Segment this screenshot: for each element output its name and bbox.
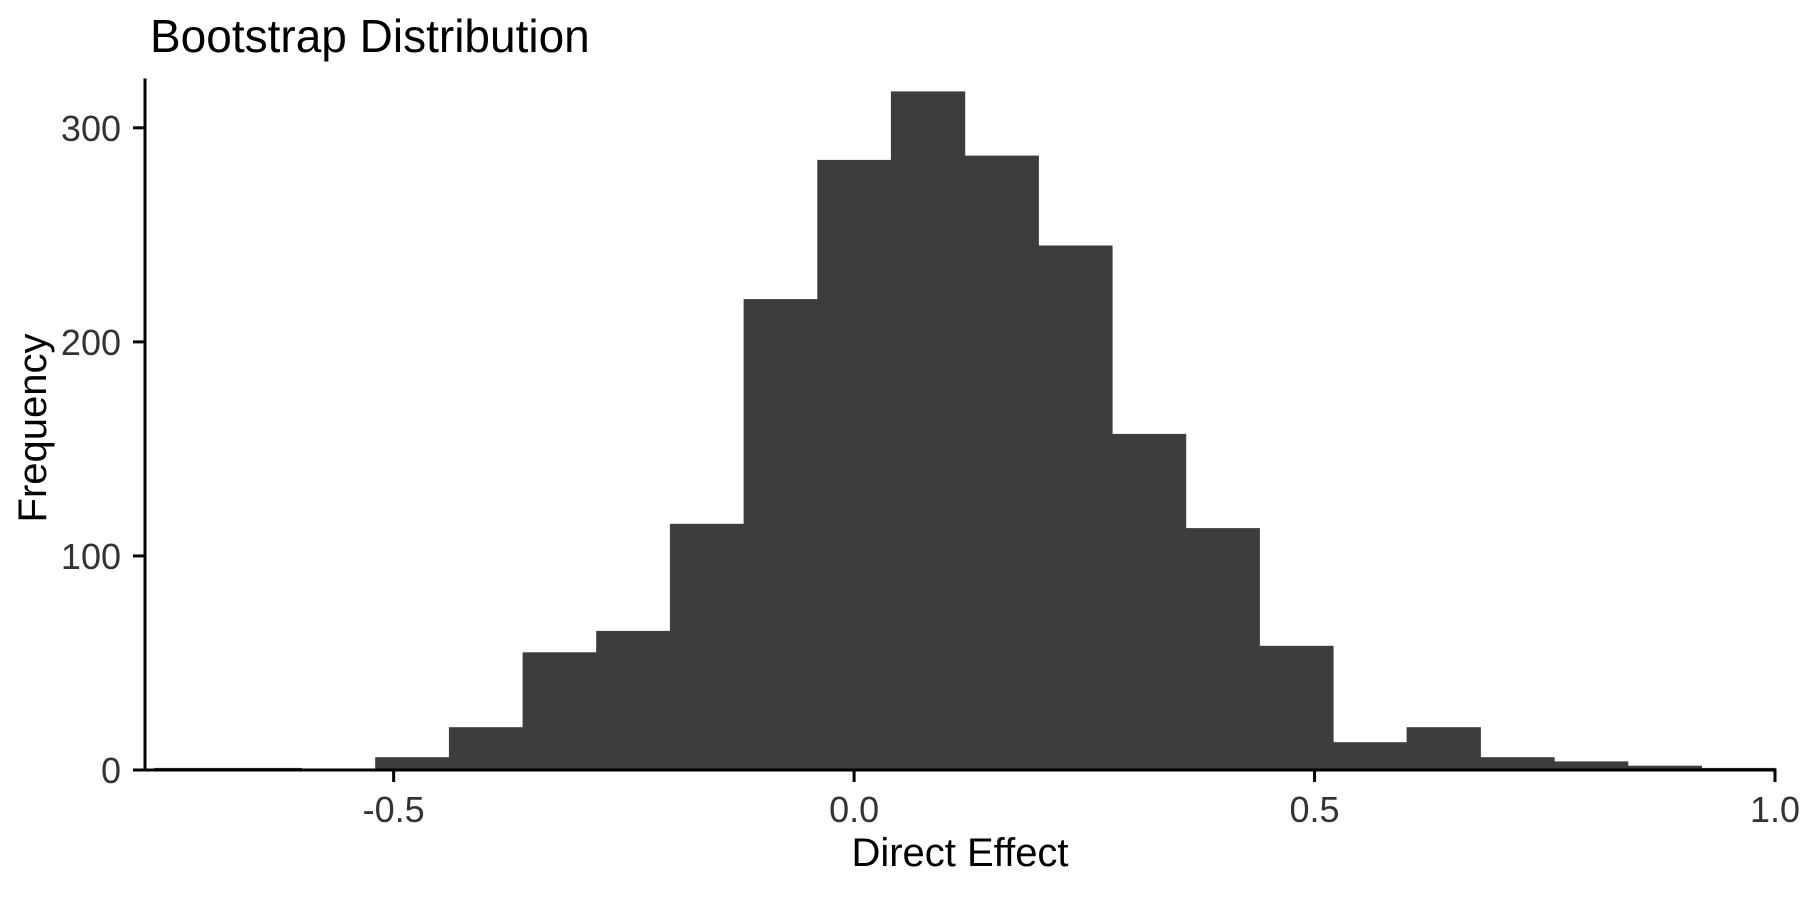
histogram-bar [1627,765,1702,770]
histogram-bar [1333,742,1408,770]
x-tick-label: 0.0 [829,789,879,830]
y-axis-label: Frequency [11,334,55,523]
y-tick-label: 200 [61,322,121,363]
chart-title: Bootstrap Distribution [150,10,590,62]
x-tick-label: -0.5 [363,789,425,830]
histogram-bar [743,299,818,770]
histogram-bar [1038,245,1113,770]
histogram-bar [817,159,892,770]
bars-group [154,91,1776,771]
histogram-bar [522,652,597,770]
histogram-bar [1480,757,1555,770]
histogram-bar [1111,433,1187,770]
axes-group: -0.5 0.0 0.5 1.0 0 100 200 300 [61,78,1800,830]
histogram-bar [669,523,745,770]
histogram-bar [1406,727,1481,770]
histogram-bar [596,630,671,770]
x-tick-label: 1.0 [1750,789,1800,830]
x-axis-label: Direct Effect [851,831,1068,875]
histogram-bar [1554,761,1629,770]
histogram-bar [964,155,1039,771]
y-tick-label: 0 [101,750,121,791]
histogram-bar [1185,528,1260,770]
y-tick-label: 300 [61,108,121,149]
histogram-bar [1259,645,1334,770]
y-tick-label: 100 [61,536,121,577]
x-tick-label: 0.5 [1290,789,1340,830]
histogram-bar [890,91,966,770]
histogram-bar [448,727,524,770]
histogram-bar [375,757,450,770]
